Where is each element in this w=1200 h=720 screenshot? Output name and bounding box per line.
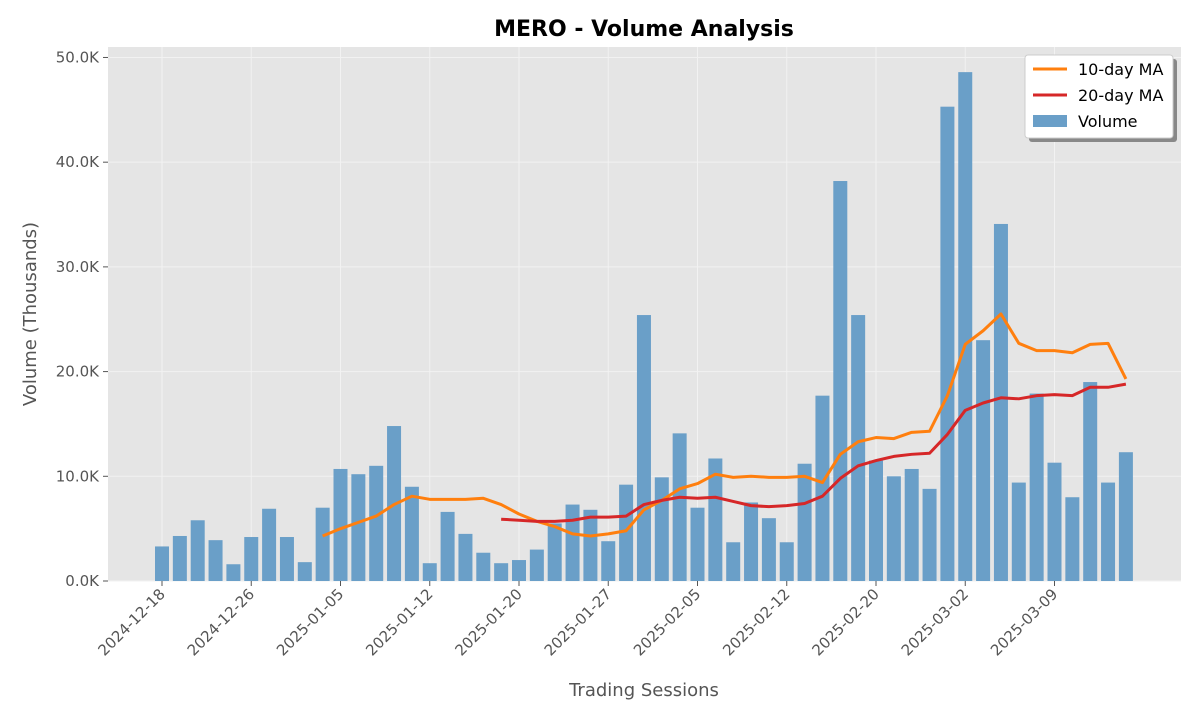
volume-bar <box>976 340 991 581</box>
ma10-line <box>322 312 1128 538</box>
volume-bar <box>226 564 241 581</box>
legend: 10-day MA 20-day MA Volume <box>1024 54 1177 142</box>
volume-bar <box>869 460 883 581</box>
volume-bar <box>761 518 776 581</box>
x-tick-label: 2025-01-27 <box>541 585 615 659</box>
volume-bar <box>244 537 259 581</box>
volume-bar <box>494 563 509 581</box>
volume-bar <box>797 463 812 581</box>
volume-bar <box>833 181 848 581</box>
x-tick-label: 2025-02-20 <box>808 585 882 659</box>
y-axis-label: Volume (Thousands) <box>20 222 41 406</box>
volume-bar <box>351 474 366 581</box>
volume-bar <box>315 507 330 581</box>
x-axis-label: Trading Sessions <box>568 680 719 701</box>
volume-bar <box>369 465 384 581</box>
volume-bar <box>208 540 223 581</box>
y-axis: 0.0K 10.0K 20.0K 30.0K 40.0K 50.0K <box>56 48 108 590</box>
volume-bar <box>583 509 598 581</box>
volume-bar <box>601 541 616 581</box>
volume-bar <box>851 315 866 581</box>
volume-bars <box>155 72 1133 582</box>
volume-bar <box>512 560 526 581</box>
x-axis: 2024-12-18 2024-12-26 2025-01-05 2025-01-12… <box>94 581 1061 659</box>
volume-bar <box>422 563 437 581</box>
volume-bar <box>1029 393 1044 581</box>
y-tick-label: 0.0K <box>65 572 100 590</box>
volume-bar <box>654 477 669 581</box>
volume-bar <box>958 72 973 582</box>
volume-bar <box>815 395 830 581</box>
volume-bar <box>744 502 759 581</box>
y-tick-label: 30.0K <box>56 258 100 276</box>
volume-bar <box>1065 497 1080 581</box>
legend-volume-swatch <box>1033 115 1067 127</box>
volume-bar <box>726 542 741 581</box>
volume-bar <box>333 468 348 581</box>
volume-bar <box>886 476 901 581</box>
volume-bar <box>619 484 634 581</box>
y-tick-label: 20.0K <box>56 363 100 381</box>
x-tick-label: 2025-02-05 <box>630 585 704 659</box>
volume-bar <box>636 315 651 581</box>
volume-bar <box>1101 482 1116 581</box>
volume-bar <box>1011 482 1026 581</box>
x-tick-label: 2025-01-12 <box>362 585 436 659</box>
x-tick-label: 2025-03-02 <box>898 585 972 659</box>
chart-title: MERO - Volume Analysis <box>494 17 794 42</box>
y-tick-label: 50.0K <box>56 48 100 66</box>
volume-bar <box>940 106 955 582</box>
volume-bar <box>565 504 580 581</box>
volume-bar <box>904 468 919 581</box>
volume-bar <box>297 562 312 581</box>
x-tick-label: 2025-01-05 <box>273 585 347 659</box>
volume-bar <box>279 537 294 581</box>
volume-bar <box>690 507 705 581</box>
volume-bar <box>708 458 723 581</box>
volume-bar <box>155 546 169 581</box>
volume-bar <box>172 535 187 581</box>
volume-bar <box>993 223 1008 581</box>
volume-bar <box>1118 452 1133 581</box>
volume-bar <box>476 552 491 581</box>
volume-bar <box>672 433 687 581</box>
volume-bar <box>922 488 937 581</box>
volume-bar <box>440 511 455 581</box>
legend-volume-label: Volume <box>1078 112 1138 131</box>
y-tick-label: 40.0K <box>56 153 100 171</box>
legend-ma20-label: 20-day MA <box>1078 86 1163 105</box>
volume-bar <box>547 523 562 581</box>
ma20-line <box>501 382 1127 523</box>
volume-bar <box>1083 382 1098 581</box>
x-tick-label: 2024-12-18 <box>94 585 168 659</box>
legend-ma10-label: 10-day MA <box>1078 60 1163 79</box>
volume-bar <box>779 542 794 581</box>
volume-bar <box>190 520 205 581</box>
x-tick-label: 2025-02-12 <box>719 585 793 659</box>
volume-bar <box>458 533 473 581</box>
x-tick-label: 2024-12-26 <box>184 585 258 659</box>
volume-bar <box>529 549 544 581</box>
x-tick-label: 2025-01-20 <box>451 585 525 659</box>
x-tick-label: 2025-03-09 <box>987 585 1061 659</box>
volume-bar <box>404 486 419 581</box>
moving-average-lines <box>322 312 1128 538</box>
volume-bar <box>262 508 277 581</box>
volume-bar <box>1047 462 1062 581</box>
y-tick-label: 10.0K <box>56 467 100 485</box>
